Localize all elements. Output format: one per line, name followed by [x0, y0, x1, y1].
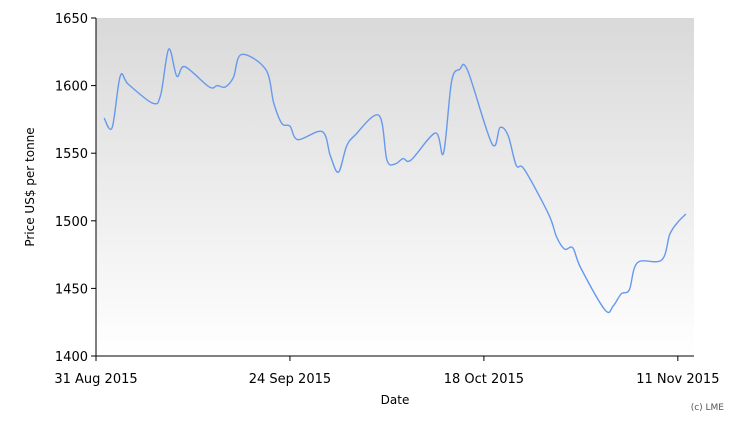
data-point: [224, 85, 227, 88]
data-point: [175, 75, 178, 78]
data-point: [297, 138, 300, 141]
data-point: [684, 213, 687, 216]
data-point: [377, 114, 380, 117]
y-tick-label: 1600: [55, 80, 88, 95]
data-point: [402, 157, 405, 160]
data-point: [458, 68, 461, 71]
y-tick-label: 1400: [55, 350, 88, 365]
data-point: [151, 102, 154, 105]
data-point: [385, 158, 388, 161]
data-point: [628, 288, 631, 291]
y-axis-ticks: 1400 1450 1500 1550 1600 1650: [55, 12, 96, 365]
data-point: [676, 221, 679, 224]
y-tick-label: 1550: [55, 147, 88, 162]
data-point: [499, 126, 502, 129]
data-point: [547, 213, 550, 216]
data-point: [183, 65, 186, 68]
data-point: [555, 236, 558, 239]
data-point: [410, 158, 413, 161]
data-point: [345, 145, 348, 148]
data-point: [111, 126, 114, 129]
data-point: [571, 246, 574, 249]
plot-area: [96, 18, 694, 356]
data-point: [103, 117, 106, 120]
series-line: [103, 48, 687, 314]
data-point: [490, 142, 493, 145]
data-point: [272, 102, 275, 105]
data-point: [321, 130, 324, 133]
data-point: [507, 134, 510, 137]
data-point: [466, 69, 469, 72]
data-point: [563, 248, 566, 251]
data-point: [523, 168, 526, 171]
data-point: [442, 152, 445, 155]
data-point: [119, 75, 122, 78]
data-point: [579, 267, 582, 270]
y-tick-label: 1450: [55, 282, 88, 297]
x-axis-ticks: 31 Aug 2015 24 Sep 2015 18 Oct 2015 11 Nov …: [54, 356, 719, 387]
x-tick-label: 31 Aug 2015: [54, 372, 137, 387]
y-axis-title: Price US$ per tonne: [23, 127, 37, 246]
data-point: [167, 48, 170, 51]
source-credit: (c) LME: [691, 403, 725, 413]
data-point: [515, 164, 518, 167]
data-point: [394, 163, 397, 166]
data-point: [620, 292, 623, 295]
data-point: [264, 68, 267, 71]
data-point: [159, 94, 162, 97]
data-point: [208, 85, 211, 88]
data-point: [660, 259, 663, 262]
data-point: [127, 83, 130, 86]
data-point: [337, 171, 340, 174]
data-point: [216, 84, 219, 87]
data-point: [329, 154, 332, 157]
x-axis-title: Date: [381, 393, 410, 407]
x-tick-label: 18 Oct 2015: [444, 372, 524, 387]
x-tick-label: 11 Nov 2015: [636, 372, 719, 387]
data-point: [353, 134, 356, 137]
data-point: [450, 80, 453, 83]
data-point: [612, 304, 615, 307]
y-tick-label: 1500: [55, 215, 88, 230]
data-point: [636, 261, 639, 264]
data-point: [280, 122, 283, 125]
data-point: [240, 53, 243, 56]
data-point: [232, 76, 235, 79]
data-point: [604, 309, 607, 312]
data-point: [288, 125, 291, 128]
data-point: [434, 131, 437, 134]
y-tick-label: 1650: [55, 12, 88, 27]
x-tick-label: 24 Sep 2015: [249, 372, 331, 387]
data-point: [668, 233, 671, 236]
